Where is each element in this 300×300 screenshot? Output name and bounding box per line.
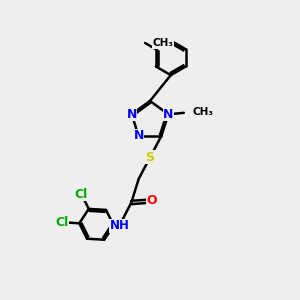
Text: Cl: Cl (74, 188, 88, 201)
Text: Cl: Cl (56, 216, 69, 229)
Text: N: N (163, 108, 174, 121)
Text: NH: NH (110, 219, 129, 232)
Text: CH₃: CH₃ (192, 107, 213, 117)
Text: N: N (134, 129, 144, 142)
Text: S: S (146, 151, 154, 164)
Text: CH₃: CH₃ (152, 38, 173, 48)
Text: N: N (126, 108, 137, 121)
Text: O: O (146, 194, 157, 208)
